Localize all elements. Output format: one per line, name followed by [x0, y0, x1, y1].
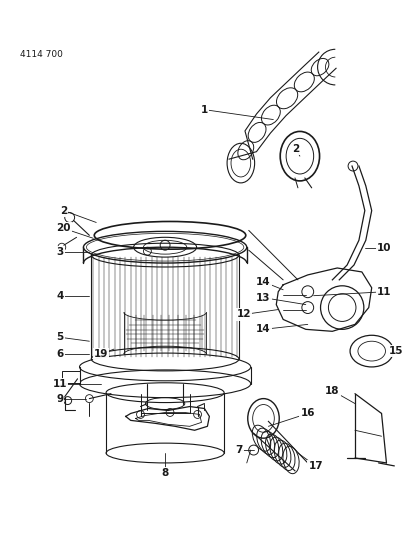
- Bar: [62, 371, 80, 383]
- Text: 15: 15: [389, 346, 404, 356]
- Text: 13: 13: [256, 293, 271, 303]
- Text: 17: 17: [308, 461, 323, 471]
- Text: 7: 7: [235, 445, 243, 455]
- Text: 8: 8: [162, 468, 169, 478]
- Text: 16: 16: [301, 408, 315, 418]
- Text: 14: 14: [256, 277, 271, 287]
- Text: 12: 12: [237, 310, 251, 319]
- Text: 3: 3: [56, 247, 64, 257]
- Text: 10: 10: [377, 243, 392, 253]
- Text: 9: 9: [56, 393, 63, 403]
- Text: 5: 5: [56, 332, 64, 342]
- Text: 11: 11: [377, 287, 392, 297]
- Text: 4: 4: [56, 290, 64, 301]
- Text: 2: 2: [60, 206, 67, 215]
- Text: 19: 19: [94, 349, 109, 359]
- Text: 20: 20: [57, 223, 71, 233]
- Text: 6: 6: [56, 349, 64, 359]
- Text: 18: 18: [325, 386, 339, 395]
- Text: 11: 11: [53, 379, 67, 389]
- Text: 1: 1: [201, 104, 208, 115]
- Text: 14: 14: [256, 325, 271, 334]
- Text: 4114 700: 4114 700: [20, 50, 63, 59]
- Text: 2: 2: [292, 144, 299, 154]
